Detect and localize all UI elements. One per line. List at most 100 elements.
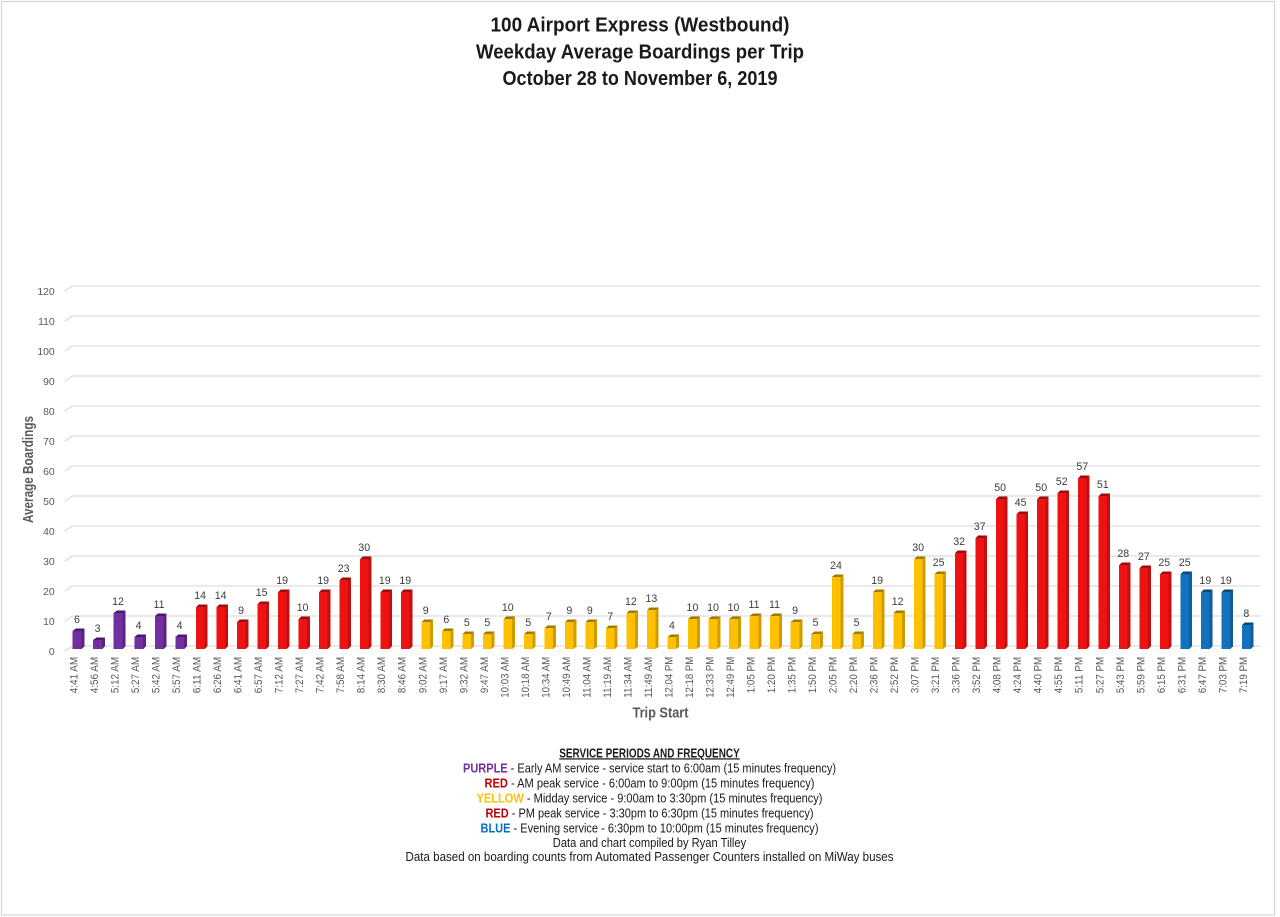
svg-text:13: 13	[646, 593, 658, 605]
svg-text:5:43 PM: 5:43 PM	[1115, 657, 1127, 694]
svg-text:4:56 AM: 4:56 AM	[89, 657, 101, 694]
svg-text:120: 120	[37, 287, 55, 298]
svg-text:50: 50	[994, 482, 1006, 494]
svg-text:10: 10	[728, 602, 740, 614]
svg-text:Average Boardings: Average Boardings	[21, 416, 37, 523]
svg-text:4:08 PM: 4:08 PM	[992, 657, 1004, 694]
svg-text:80: 80	[43, 407, 55, 418]
svg-text:2:05 PM: 2:05 PM	[828, 657, 840, 694]
svg-text:19: 19	[399, 575, 411, 587]
svg-text:9:47 AM: 9:47 AM	[479, 657, 491, 694]
svg-text:PURPLE - Early AM service - se: PURPLE - Early AM service - service star…	[463, 762, 836, 776]
svg-text:7: 7	[607, 611, 613, 623]
svg-text:12:49 PM: 12:49 PM	[725, 657, 737, 698]
svg-text:Data and chart compiled by Rya: Data and chart compiled by Ryan Tilley	[553, 836, 747, 850]
svg-text:6:11 AM: 6:11 AM	[192, 657, 204, 694]
svg-text:9:32 AM: 9:32 AM	[458, 657, 470, 694]
svg-text:2:20 PM: 2:20 PM	[848, 657, 860, 694]
svg-text:11:49 AM: 11:49 AM	[643, 657, 655, 698]
svg-text:9:02 AM: 9:02 AM	[417, 657, 429, 694]
svg-text:8:46 AM: 8:46 AM	[397, 657, 409, 694]
svg-text:12: 12	[892, 596, 904, 608]
svg-text:6:15 PM: 6:15 PM	[1156, 657, 1168, 694]
svg-text:3: 3	[95, 623, 101, 635]
svg-text:4:24 PM: 4:24 PM	[1012, 657, 1024, 694]
svg-text:19: 19	[871, 575, 883, 587]
svg-text:4:40 PM: 4:40 PM	[1033, 657, 1045, 694]
svg-text:19: 19	[1199, 575, 1211, 587]
svg-text:8:30 AM: 8:30 AM	[376, 657, 388, 694]
svg-text:11: 11	[154, 599, 165, 611]
svg-text:57: 57	[1076, 461, 1088, 473]
svg-text:12:18 PM: 12:18 PM	[684, 657, 696, 698]
svg-text:7:12 AM: 7:12 AM	[274, 657, 286, 694]
svg-text:4: 4	[136, 620, 142, 632]
svg-text:Weekday Average Boardings per: Weekday Average Boardings per Trip	[476, 41, 804, 64]
svg-text:12: 12	[625, 596, 637, 608]
svg-text:7:42 AM: 7:42 AM	[315, 657, 327, 694]
svg-text:1:50 PM: 1:50 PM	[807, 657, 819, 694]
svg-text:10:18 AM: 10:18 AM	[520, 657, 532, 698]
svg-text:45: 45	[1015, 497, 1027, 509]
svg-text:110: 110	[38, 317, 55, 328]
svg-text:5: 5	[854, 617, 860, 629]
svg-text:Data based on boarding counts: Data based on boarding counts from Autom…	[406, 850, 894, 864]
svg-text:7:19 PM: 7:19 PM	[1238, 657, 1250, 694]
svg-text:6:31 PM: 6:31 PM	[1176, 657, 1188, 694]
svg-text:5: 5	[813, 617, 819, 629]
svg-text:9: 9	[423, 605, 429, 617]
svg-text:5: 5	[484, 617, 490, 629]
svg-text:10:34 AM: 10:34 AM	[540, 657, 552, 698]
svg-text:9: 9	[566, 605, 572, 617]
svg-text:10:03 AM: 10:03 AM	[499, 657, 511, 698]
svg-text:3:36 PM: 3:36 PM	[951, 657, 963, 694]
svg-text:5:42 AM: 5:42 AM	[151, 657, 163, 694]
svg-text:4:41 AM: 4:41 AM	[69, 657, 81, 694]
svg-text:37: 37	[974, 521, 986, 533]
svg-text:10: 10	[297, 602, 309, 614]
svg-text:90: 90	[43, 377, 55, 388]
svg-text:5:59 PM: 5:59 PM	[1135, 657, 1147, 694]
svg-text:BLUE - Evening service - 6:30p: BLUE - Evening service - 6:30pm to 10:00…	[481, 822, 819, 836]
svg-text:4: 4	[669, 620, 675, 632]
svg-text:14: 14	[215, 590, 227, 602]
svg-text:3:52 PM: 3:52 PM	[971, 657, 983, 694]
svg-text:RED - AM peak service - 6:00am: RED - AM peak service - 6:00am to 9:00pm…	[485, 777, 815, 791]
svg-text:8: 8	[1243, 608, 1249, 620]
svg-text:5:57 AM: 5:57 AM	[171, 657, 183, 694]
svg-text:40: 40	[43, 527, 55, 538]
svg-text:100 Airport Express (Westbound: 100 Airport Express (Westbound)	[491, 14, 790, 37]
svg-text:25: 25	[1179, 557, 1191, 569]
svg-text:25: 25	[1158, 557, 1170, 569]
svg-text:9: 9	[238, 605, 244, 617]
svg-text:6: 6	[74, 614, 80, 626]
svg-text:7:58 AM: 7:58 AM	[335, 657, 347, 694]
svg-text:70: 70	[43, 437, 55, 448]
svg-text:3:07 PM: 3:07 PM	[910, 657, 922, 694]
svg-text:11:04 AM: 11:04 AM	[581, 657, 593, 698]
svg-text:12:33 PM: 12:33 PM	[704, 657, 716, 698]
svg-text:20: 20	[43, 587, 55, 598]
svg-text:14: 14	[194, 590, 206, 602]
svg-text:7:03 PM: 7:03 PM	[1217, 657, 1229, 694]
svg-text:5: 5	[525, 617, 531, 629]
svg-text:6:47 PM: 6:47 PM	[1197, 657, 1209, 694]
svg-text:51: 51	[1097, 479, 1109, 491]
svg-text:8:14 AM: 8:14 AM	[356, 657, 368, 694]
svg-text:30: 30	[358, 542, 370, 554]
svg-text:4: 4	[177, 620, 183, 632]
svg-text:7: 7	[546, 611, 552, 623]
svg-text:11:34 AM: 11:34 AM	[622, 657, 634, 698]
svg-text:5:12 AM: 5:12 AM	[110, 657, 122, 694]
svg-text:19: 19	[1220, 575, 1232, 587]
svg-text:9: 9	[587, 605, 593, 617]
svg-text:6:57 AM: 6:57 AM	[253, 657, 265, 694]
svg-text:5:11 PM: 5:11 PM	[1074, 657, 1086, 694]
svg-text:52: 52	[1056, 476, 1068, 488]
svg-text:10:49 AM: 10:49 AM	[561, 657, 573, 698]
svg-text:2:52 PM: 2:52 PM	[889, 657, 901, 694]
svg-text:5: 5	[464, 617, 470, 629]
svg-text:1:35 PM: 1:35 PM	[787, 657, 799, 694]
svg-text:32: 32	[953, 536, 965, 548]
svg-text:10: 10	[502, 602, 514, 614]
